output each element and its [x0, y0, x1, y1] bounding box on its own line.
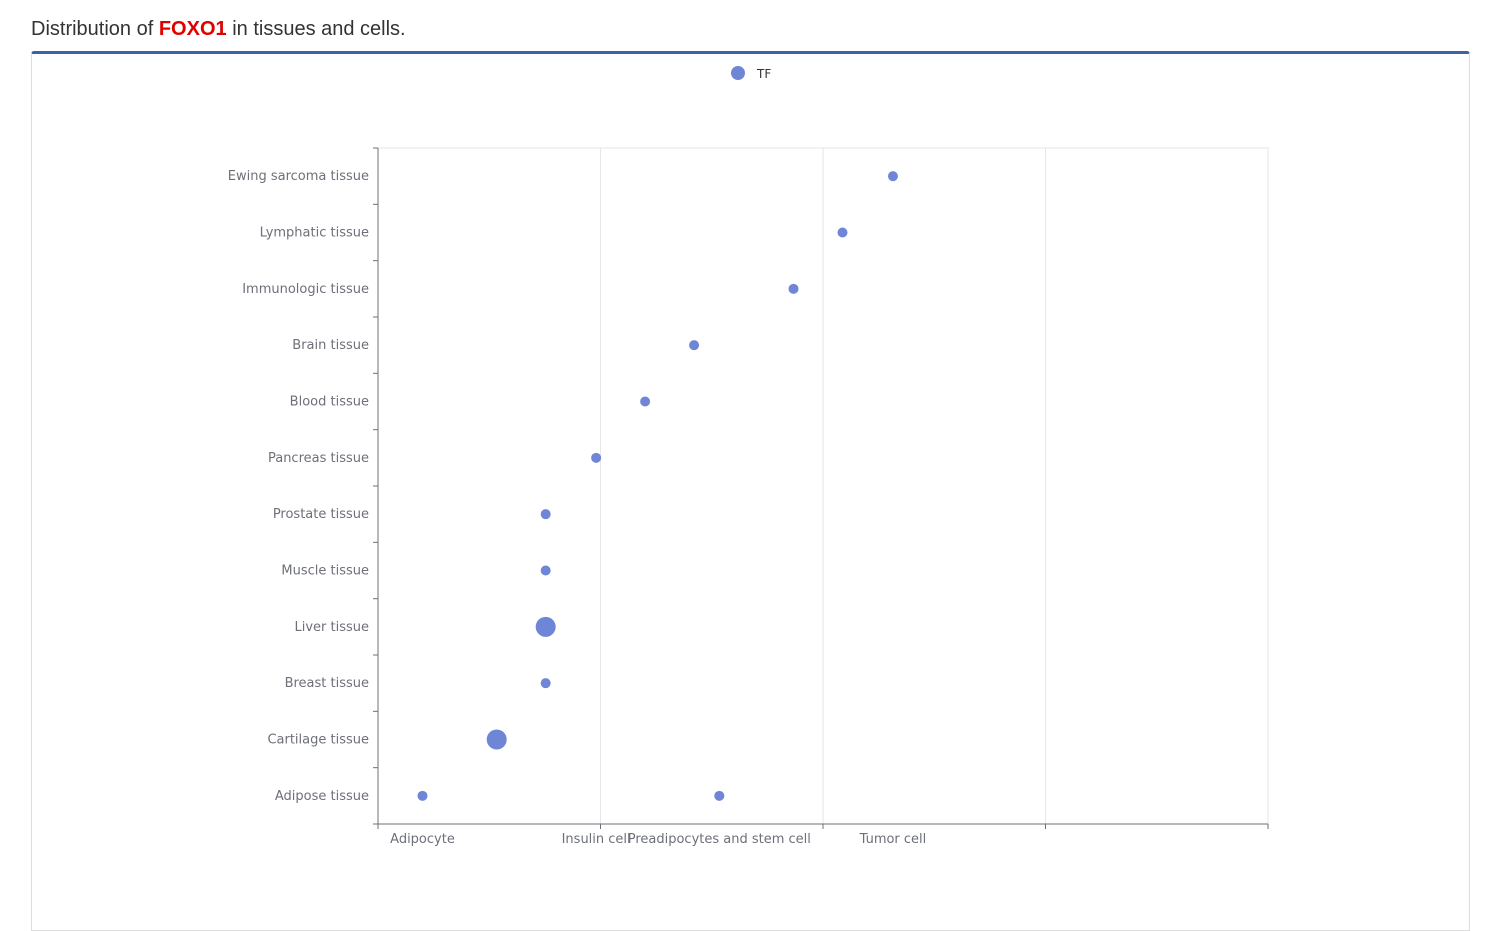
- gene-name[interactable]: FOXO1: [158, 18, 227, 40]
- page-title: Distribution of FOXO1 in tissues and cel…: [31, 18, 406, 41]
- legend-label: TF: [756, 67, 771, 81]
- data-point: [788, 283, 799, 294]
- data-point: [714, 790, 725, 801]
- data-point: [591, 452, 602, 463]
- x-tick-label: Insulin cell: [562, 832, 631, 847]
- x-tick-label: Tumor cell: [859, 832, 927, 847]
- y-tick-label: Prostate tissue: [273, 507, 369, 522]
- x-tick-label: Adipocyte: [390, 832, 455, 847]
- title-prefix: Distribution of: [31, 18, 159, 40]
- chart-panel: [31, 51, 1470, 931]
- y-tick-label: Pancreas tissue: [268, 451, 369, 466]
- title-suffix: in tissues and cells.: [226, 18, 406, 40]
- y-tick-label: Muscle tissue: [281, 564, 369, 579]
- data-point: [640, 396, 651, 407]
- y-tick-label: Liver tissue: [294, 620, 369, 635]
- y-tick-label: Cartilage tissue: [267, 733, 369, 748]
- data-points: [417, 171, 898, 801]
- y-tick-label: Ewing sarcoma tissue: [228, 169, 369, 184]
- data-point: [540, 509, 551, 520]
- y-tick-label: Lymphatic tissue: [260, 226, 369, 241]
- data-point: [540, 565, 551, 576]
- y-tick-label: Adipose tissue: [275, 789, 369, 804]
- x-tick-label: Preadipocytes and stem cell: [628, 832, 811, 847]
- data-point: [689, 340, 700, 351]
- data-point: [417, 790, 428, 801]
- legend[interactable]: TF: [731, 66, 771, 81]
- data-point: [887, 171, 898, 182]
- data-point: [486, 729, 507, 750]
- y-tick-label: Brain tissue: [292, 338, 369, 353]
- y-tick-label: Immunologic tissue: [242, 282, 369, 297]
- data-point: [540, 678, 551, 689]
- y-tick-label: Breast tissue: [285, 676, 369, 691]
- data-point: [535, 616, 556, 637]
- y-tick-label: Blood tissue: [290, 395, 369, 410]
- data-point: [837, 227, 848, 238]
- y-axis-labels: Adipose tissue Cartilage tissue Breast tis…: [228, 169, 369, 804]
- grid-lines: [377, 147, 1269, 825]
- axes: [373, 147, 1269, 829]
- legend-marker: [731, 66, 745, 80]
